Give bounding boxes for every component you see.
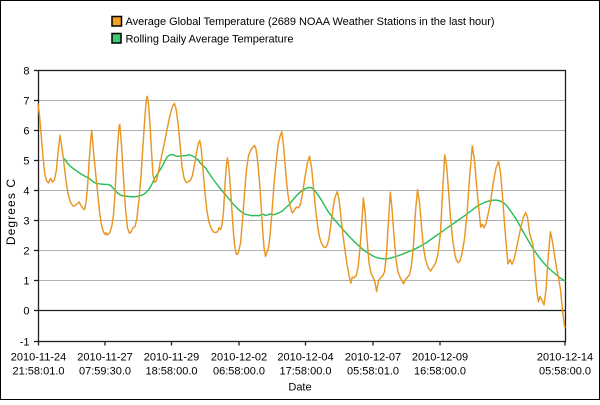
svg-text:0: 0 [23,306,29,318]
svg-text:07:59:30.0: 07:59:30.0 [79,366,131,378]
svg-text:16:58:00.0: 16:58:00.0 [414,366,466,378]
svg-text:Average Global Temperature (26: Average Global Temperature (2689 NOAA We… [126,16,495,28]
svg-text:5: 5 [23,156,29,168]
svg-text:Rolling Daily Average Temperat: Rolling Daily Average Temperature [126,33,294,45]
svg-text:8: 8 [23,66,29,78]
svg-text:-1: -1 [20,337,30,349]
svg-text:06:58:00.0: 06:58:00.0 [213,366,265,378]
svg-text:2: 2 [23,246,29,258]
svg-text:17:58:00.0: 17:58:00.0 [280,366,332,378]
svg-text:6: 6 [23,126,29,138]
svg-text:1: 1 [23,276,29,288]
svg-text:2010-11-24: 2010-11-24 [11,352,66,364]
svg-text:05:58:01.0: 05:58:01.0 [347,366,399,378]
svg-text:18:58:00.0: 18:58:00.0 [146,366,198,378]
svg-text:Date: Date [288,382,311,394]
svg-text:21:58:01.0: 21:58:01.0 [13,366,65,378]
svg-text:7: 7 [23,96,29,108]
svg-text:2010-12-09: 2010-12-09 [412,352,468,364]
svg-text:2010-12-02: 2010-12-02 [211,352,267,364]
svg-text:2010-12-07: 2010-12-07 [345,352,401,364]
svg-text:2010-11-27: 2010-11-27 [77,352,132,364]
svg-text:2010-12-04: 2010-12-04 [277,352,333,364]
svg-text:3: 3 [23,216,29,228]
svg-text:Degrees C: Degrees C [4,178,18,245]
svg-text:2010-12-14: 2010-12-14 [537,352,593,364]
svg-text:05:58:00.0: 05:58:00.0 [539,366,591,378]
svg-text:4: 4 [23,186,29,198]
svg-text:2010-11-29: 2010-11-29 [144,352,199,364]
